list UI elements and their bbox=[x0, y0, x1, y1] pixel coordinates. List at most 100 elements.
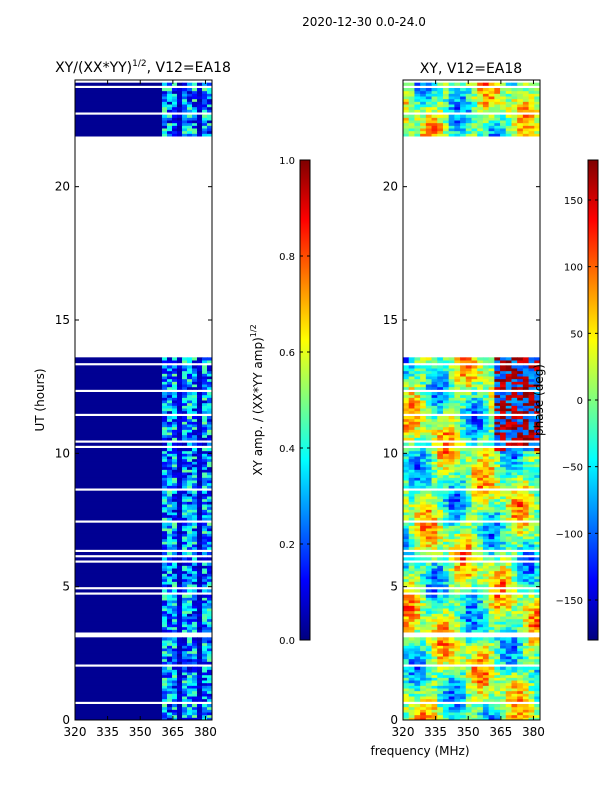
heatmap-cell bbox=[442, 93, 450, 97]
heatmap-cell bbox=[454, 464, 461, 468]
heatmap-cell bbox=[534, 717, 540, 720]
heatmap-cell bbox=[431, 712, 438, 716]
heatmap-cell bbox=[181, 530, 188, 534]
heatmap-cell bbox=[517, 397, 524, 401]
heatmap-cell bbox=[437, 461, 444, 465]
heatmap-cell bbox=[482, 360, 490, 364]
heatmap-cell bbox=[201, 666, 208, 670]
heatmap-cell bbox=[471, 594, 478, 598]
heatmap-cell bbox=[181, 656, 188, 660]
heatmap-cell bbox=[517, 690, 524, 694]
heatmap-cell bbox=[196, 645, 203, 649]
panel-amplitude-ratio: XY/(XX*YY)1/2, V12=EA18 320 335 350 365 3800… bbox=[33, 59, 231, 739]
heatmap-cell bbox=[477, 597, 484, 601]
heatmap-cell bbox=[181, 541, 188, 545]
heatmap-cell bbox=[425, 565, 433, 569]
heatmap-cell bbox=[500, 661, 507, 665]
heatmap-cell bbox=[517, 368, 524, 372]
heatmap-cell bbox=[420, 104, 427, 108]
heatmap-cell bbox=[191, 490, 198, 494]
heatmap-cell bbox=[442, 680, 450, 684]
heatmap-cell bbox=[201, 584, 208, 588]
heatmap-cell bbox=[403, 645, 410, 649]
heatmap-cell bbox=[403, 509, 410, 513]
heatmap-cell bbox=[471, 373, 478, 377]
heatmap-cell bbox=[442, 408, 450, 412]
heatmap-cell bbox=[181, 693, 188, 697]
heatmap-cell bbox=[454, 669, 461, 673]
heatmap-cell bbox=[511, 472, 518, 476]
heatmap-cell bbox=[522, 626, 530, 630]
heatmap-cell bbox=[511, 482, 518, 486]
heatmap-cell bbox=[460, 101, 467, 105]
heatmap-cell bbox=[505, 498, 512, 502]
heatmap-cell bbox=[437, 626, 444, 630]
heatmap-cell bbox=[181, 533, 188, 537]
heatmap-cell bbox=[414, 690, 421, 694]
heatmap-cell bbox=[528, 480, 535, 484]
heatmap-cell bbox=[425, 128, 433, 132]
heatmap-cell bbox=[511, 538, 518, 542]
heatmap-cell bbox=[471, 88, 478, 92]
heatmap-cell bbox=[482, 402, 490, 406]
heatmap-cell bbox=[425, 125, 433, 129]
heatmap-cell bbox=[528, 90, 535, 94]
heatmap-cell bbox=[488, 658, 495, 662]
heatmap-cell bbox=[166, 674, 173, 678]
heatmap-cell bbox=[448, 525, 455, 529]
heatmap-cell bbox=[191, 546, 198, 550]
heatmap-cell bbox=[186, 128, 193, 132]
heatmap-cell bbox=[534, 696, 540, 700]
heatmap-cell bbox=[201, 394, 208, 398]
heatmap-cell bbox=[408, 482, 415, 486]
heatmap-cell bbox=[465, 693, 472, 697]
heatmap-cell bbox=[176, 546, 183, 550]
heatmap-cell bbox=[75, 365, 163, 369]
heatmap-cell bbox=[448, 368, 455, 372]
heatmap-cell bbox=[196, 640, 203, 644]
heatmap-cell bbox=[448, 490, 455, 494]
heatmap-cell bbox=[75, 608, 163, 612]
heatmap-cell bbox=[206, 506, 212, 510]
heatmap-cell bbox=[403, 712, 410, 716]
colorbar1-tick-label: 0.6 bbox=[279, 348, 295, 359]
heatmap-cell bbox=[196, 496, 203, 500]
heatmap-cell bbox=[425, 528, 433, 532]
heatmap-cell bbox=[181, 394, 188, 398]
heatmap-cell bbox=[166, 509, 173, 513]
heatmap-cell bbox=[403, 493, 410, 497]
heatmap-cell bbox=[460, 608, 467, 612]
heatmap-cell bbox=[191, 658, 198, 662]
heatmap-cell bbox=[517, 485, 524, 489]
heatmap-cell bbox=[171, 437, 178, 441]
heatmap-cell bbox=[454, 536, 461, 540]
heatmap-cell bbox=[460, 472, 467, 476]
heatmap-cell bbox=[534, 469, 540, 473]
heatmap-cell bbox=[477, 386, 484, 390]
heatmap-cell bbox=[403, 464, 410, 468]
heatmap-cell bbox=[431, 450, 438, 454]
heatmap-cell bbox=[528, 648, 535, 652]
heatmap-cell bbox=[528, 645, 535, 649]
heatmap-cell bbox=[196, 416, 203, 420]
heatmap-cell bbox=[166, 685, 173, 689]
heatmap-cell bbox=[75, 661, 163, 665]
heatmap-cell bbox=[500, 104, 507, 108]
heatmap-cell bbox=[75, 360, 163, 364]
heatmap-cell bbox=[437, 637, 444, 641]
heatmap-cell bbox=[431, 365, 438, 369]
heatmap-cell bbox=[465, 128, 472, 132]
heatmap-cell bbox=[201, 616, 208, 620]
heatmap-cell bbox=[471, 469, 478, 473]
heatmap-cell bbox=[534, 562, 540, 566]
heatmap-cell bbox=[171, 482, 178, 486]
heatmap-cell bbox=[425, 624, 433, 628]
heatmap-cell bbox=[488, 669, 495, 673]
heatmap-cell bbox=[201, 485, 208, 489]
heatmap-cell bbox=[420, 501, 427, 505]
heatmap-cell bbox=[196, 685, 203, 689]
heatmap-cell bbox=[477, 106, 484, 110]
heatmap-cell bbox=[460, 461, 467, 465]
heatmap-cell bbox=[442, 688, 450, 692]
heatmap-cell bbox=[448, 608, 455, 612]
